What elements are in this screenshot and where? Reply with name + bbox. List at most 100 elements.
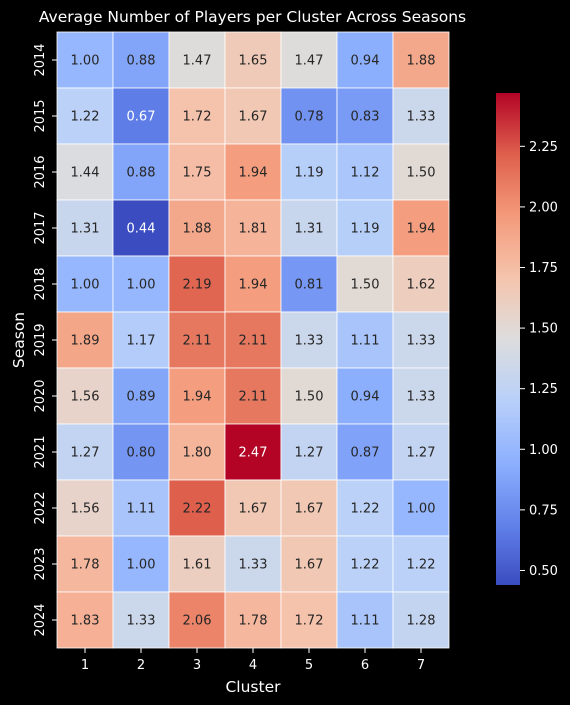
heatmap-cell — [336, 311, 394, 369]
heatmap-cell — [336, 479, 394, 537]
cell-value-label: 1.94 — [407, 222, 436, 237]
cell-value-label: 1.11 — [127, 502, 156, 517]
cell-value-label: 0.94 — [351, 390, 380, 405]
cell-value-label: 1.88 — [407, 54, 436, 69]
cell-value-label: 2.11 — [239, 390, 268, 405]
cell-value-label: 0.88 — [127, 166, 156, 181]
heatmap-cells: 1.00 0.88 1.47 1.65 1.47 0.94 1.88 1.22 0.67 1.72… — [56, 31, 450, 649]
colorbar-tick-label: 1.25 — [529, 382, 558, 397]
heatmap-cell — [112, 367, 170, 425]
y-tick-label: 2019 — [33, 323, 48, 356]
heatmap-cell — [168, 423, 226, 481]
heatmap-cell — [56, 87, 114, 145]
cell-value-label: 1.28 — [407, 614, 436, 629]
cell-value-label: 1.65 — [239, 54, 268, 69]
heatmap-cell — [168, 199, 226, 257]
cell-value-label: 1.11 — [351, 614, 380, 629]
x-axis-label: Cluster — [225, 678, 281, 696]
cell-value-label: 1.19 — [351, 222, 380, 237]
heatmap-cell — [392, 423, 450, 481]
heatmap-cell — [392, 255, 450, 313]
heatmap-cell — [168, 311, 226, 369]
cell-value-label: 1.78 — [71, 558, 100, 573]
heatmap-cell — [392, 87, 450, 145]
cell-value-label: 1.94 — [239, 278, 268, 293]
y-tick-label: 2021 — [33, 435, 48, 468]
heatmap-cell — [224, 87, 282, 145]
y-tick-label: 2017 — [33, 211, 48, 244]
heatmap-cell — [56, 199, 114, 257]
x-axis-ticks: 1 2 3 4 5 6 7 — [81, 648, 425, 673]
colorbar-tick-label: 1.50 — [529, 322, 558, 337]
heatmap-cell — [336, 367, 394, 425]
cell-value-label: 0.78 — [295, 110, 324, 125]
heatmap-cell — [392, 143, 450, 201]
cell-value-label: 1.62 — [407, 278, 436, 293]
heatmap-cell — [280, 143, 338, 201]
heatmap-cell — [224, 199, 282, 257]
heatmap-cell — [56, 255, 114, 313]
heatmap-cell — [280, 31, 338, 89]
x-tick-label: 3 — [193, 658, 201, 673]
heatmap-cell — [224, 367, 282, 425]
heatmap-cell — [336, 591, 394, 649]
heatmap-cell — [224, 535, 282, 593]
cell-value-label: 2.11 — [183, 334, 212, 349]
heatmap-cell — [392, 199, 450, 257]
cell-value-label: 1.81 — [239, 222, 268, 237]
colorbar-tick-label: 2.25 — [529, 140, 558, 155]
x-tick-label: 1 — [81, 658, 89, 673]
cell-value-label: 1.67 — [295, 558, 324, 573]
cell-value-label: 1.67 — [295, 502, 324, 517]
colorbar-gradient — [496, 93, 520, 585]
chart-title: Average Number of Players per Cluster Ac… — [38, 8, 467, 26]
cell-value-label: 1.56 — [71, 502, 100, 517]
heatmap-cell — [168, 255, 226, 313]
heatmap-cell — [392, 591, 450, 649]
cell-value-label: 1.33 — [407, 110, 436, 125]
heatmap-cell — [336, 423, 394, 481]
cell-value-label: 1.78 — [239, 614, 268, 629]
heatmap-cell — [392, 31, 450, 89]
cell-value-label: 0.88 — [127, 54, 156, 69]
cell-value-label: 1.67 — [239, 110, 268, 125]
cell-value-label: 1.50 — [351, 278, 380, 293]
cell-value-label: 1.44 — [71, 166, 100, 181]
heatmap-cell — [336, 87, 394, 145]
heatmap-cell — [224, 255, 282, 313]
heatmap-cell — [336, 31, 394, 89]
cell-value-label: 1.00 — [71, 278, 100, 293]
cell-value-label: 2.06 — [183, 614, 212, 629]
cell-value-label: 1.00 — [127, 558, 156, 573]
heatmap-cell — [224, 311, 282, 369]
y-tick-label: 2020 — [33, 379, 48, 412]
x-tick-label: 5 — [305, 658, 313, 673]
cell-value-label: 1.88 — [183, 222, 212, 237]
cell-value-label: 0.83 — [351, 110, 380, 125]
heatmap-cell — [168, 591, 226, 649]
cell-value-label: 1.94 — [183, 390, 212, 405]
cell-value-label: 1.00 — [407, 502, 436, 517]
heatmap-cell — [392, 311, 450, 369]
y-tick-label: 2024 — [33, 603, 48, 636]
y-tick-label: 2015 — [33, 99, 48, 132]
cell-value-label: 1.12 — [351, 166, 380, 181]
cell-value-label: 1.89 — [71, 334, 100, 349]
x-tick-label: 2 — [137, 658, 145, 673]
cell-value-label: 1.72 — [183, 110, 212, 125]
cell-value-label: 1.31 — [71, 222, 100, 237]
y-axis-label: Season — [10, 312, 28, 368]
x-tick-label: 7 — [417, 658, 425, 673]
heatmap-cell — [112, 479, 170, 537]
heatmap-cell — [280, 255, 338, 313]
heatmap-cell — [392, 367, 450, 425]
cell-value-label: 1.22 — [407, 558, 436, 573]
cell-value-label: 1.72 — [295, 614, 324, 629]
heatmap-cell — [112, 535, 170, 593]
cell-value-label: 1.27 — [295, 446, 324, 461]
cell-value-label: 2.11 — [239, 334, 268, 349]
cell-value-label: 1.11 — [351, 334, 380, 349]
colorbar: 0.50 0.75 1.00 1.25 1.50 1.75 2.00 2.25 — [496, 93, 558, 585]
colorbar-tick-label: 0.75 — [529, 503, 558, 518]
